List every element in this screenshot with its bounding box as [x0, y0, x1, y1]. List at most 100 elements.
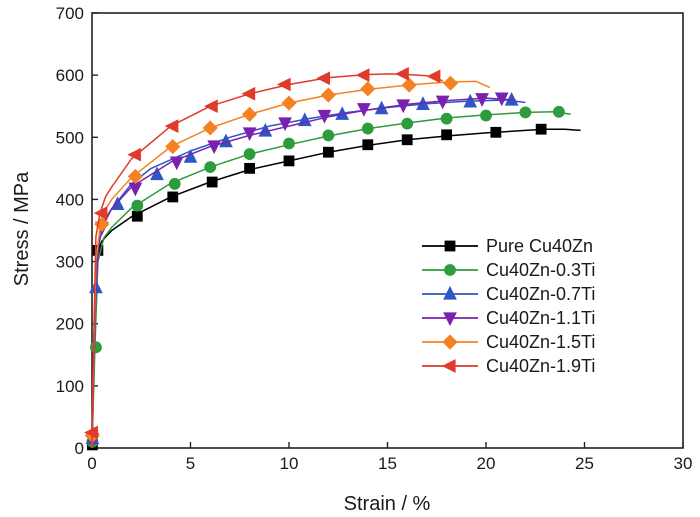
series-cu40zn-1-9ti — [84, 67, 443, 449]
data-point — [204, 99, 218, 114]
data-point — [84, 425, 98, 440]
data-point — [131, 199, 144, 212]
data-point — [128, 182, 143, 197]
data-point — [90, 341, 102, 354]
plot-area-border — [91, 12, 684, 449]
data-point — [361, 122, 374, 135]
data-point — [322, 129, 335, 142]
data-point — [490, 126, 502, 138]
data-point — [243, 148, 256, 160]
series-line — [91, 99, 526, 449]
data-point — [206, 176, 218, 188]
series-cu40zn-1-5ti — [84, 75, 491, 449]
y-tick-label: 100 — [56, 377, 84, 396]
data-point — [441, 129, 453, 141]
y-tick-label: 300 — [56, 253, 84, 272]
legend-label: Pure Cu40Zn — [486, 236, 593, 256]
series-line — [91, 97, 516, 449]
legend-marker — [443, 285, 457, 300]
data-point — [435, 95, 450, 110]
data-point — [362, 139, 374, 151]
data-point — [204, 161, 217, 174]
data-point — [283, 155, 295, 167]
data-point — [127, 168, 143, 185]
data-point — [242, 106, 258, 122]
y-axis-title: Stress / MPa — [11, 171, 33, 286]
y-tick-label: 600 — [56, 66, 84, 85]
data-point — [316, 71, 331, 86]
legend-marker — [444, 264, 456, 276]
legend-label: Cu40Zn-0.7Ti — [486, 284, 595, 304]
data-point — [357, 103, 371, 117]
data-point — [127, 147, 141, 162]
series-line — [91, 80, 491, 449]
data-point — [241, 86, 256, 101]
legend-marker — [442, 334, 458, 350]
data-point — [242, 127, 257, 142]
data-point — [442, 75, 459, 91]
x-tick-label: 5 — [186, 454, 195, 473]
legend-marker — [441, 359, 456, 373]
y-tick-label: 700 — [56, 4, 84, 23]
legend-label: Cu40Zn-0.3Ti — [486, 260, 595, 280]
x-axis-title: Strain / % — [344, 493, 431, 515]
data-point — [202, 120, 218, 136]
legend-item: Pure Cu40Zn — [422, 236, 593, 256]
data-point — [463, 93, 478, 108]
x-tick-label: 10 — [280, 454, 299, 473]
legend-item: Cu40Zn-0.7Ti — [422, 284, 595, 304]
data-point — [475, 93, 489, 107]
data-point — [401, 117, 414, 130]
plot-frame — [91, 12, 684, 449]
legend: Pure Cu40Zn Cu40Zn-0.3Ti Cu40Zn-0.7Ti Cu40Z… — [422, 236, 595, 376]
data-point — [207, 140, 221, 155]
legend-marker — [443, 312, 457, 327]
x-axis: 0 5 10 15 20 25 30 — [87, 442, 692, 473]
y-tick-label: 400 — [56, 190, 84, 209]
y-tick-label: 200 — [56, 315, 84, 334]
data-point — [281, 95, 297, 111]
legend-label: Cu40Zn-1.5Ti — [486, 332, 595, 352]
data-point — [395, 67, 409, 81]
series-layer — [84, 67, 581, 451]
y-tick-label: 500 — [56, 128, 84, 147]
x-tick-label: 20 — [477, 454, 496, 473]
y-tick-label: 0 — [75, 439, 84, 458]
legend-label: Cu40Zn-1.9Ti — [486, 356, 595, 376]
x-tick-label: 30 — [674, 454, 693, 473]
legend-item: Cu40Zn-1.9Ti — [422, 356, 595, 376]
legend-item: Cu40Zn-1.5Ti — [422, 332, 595, 352]
data-point — [322, 146, 334, 158]
data-point — [93, 206, 108, 220]
data-point — [519, 106, 532, 119]
data-point — [440, 112, 453, 125]
legend-marker — [444, 240, 456, 252]
data-point — [283, 137, 295, 150]
y-axis: 0 100 200 300 400 500 600 700 — [56, 4, 98, 458]
legend-item: Cu40Zn-0.3Ti — [422, 260, 595, 280]
legend-item: Cu40Zn-1.1Ti — [422, 308, 595, 328]
data-point — [360, 81, 376, 97]
data-point — [480, 109, 492, 122]
legend-label: Cu40Zn-1.1Ti — [486, 308, 595, 328]
data-point — [131, 210, 143, 222]
data-point — [401, 134, 413, 146]
data-point — [396, 99, 411, 114]
data-point — [320, 87, 336, 103]
data-point — [401, 77, 417, 93]
data-point — [426, 69, 441, 84]
data-point — [276, 77, 291, 92]
data-point — [244, 162, 256, 174]
data-point — [317, 109, 332, 124]
data-point — [168, 177, 181, 190]
data-point — [552, 105, 565, 118]
data-point — [355, 68, 370, 82]
data-point — [165, 139, 181, 155]
data-point — [535, 123, 547, 135]
data-point — [164, 119, 179, 133]
data-point — [278, 117, 292, 132]
data-point — [167, 191, 179, 203]
data-point — [494, 92, 509, 107]
x-tick-label: 0 — [87, 454, 96, 473]
